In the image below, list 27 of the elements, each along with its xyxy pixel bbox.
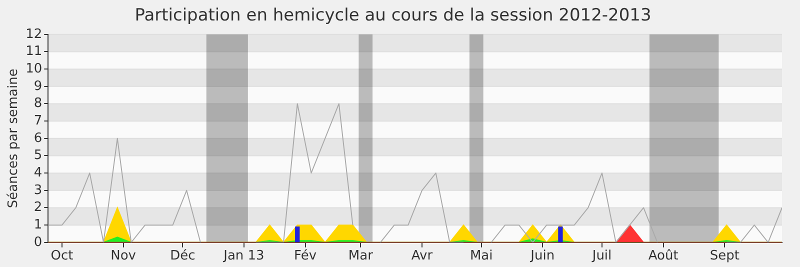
y-tick-label: 3 [34,182,42,198]
y-tick-label: 5 [34,148,42,164]
x-tick-label: Mar [348,248,374,264]
y-tick-label: 2 [34,200,42,216]
x-tick-label: Jan 13 [222,248,264,264]
y-tick-label: 1 [34,217,42,232]
y-tick-label: 6 [34,130,42,146]
x-tick-label: Août [648,248,678,264]
y-tick-label: 9 [34,78,42,94]
x-tick-label: Déc [170,248,196,264]
x-tick-label: Juil [591,248,612,264]
x-tick-label: Fév [294,248,317,264]
y-tick-label: 0 [34,234,42,250]
chart-title: Participation en hemicycle au cours de la session 2012-2013 [134,6,652,26]
y-tick-label: 4 [34,165,42,180]
x-tick-label: Juin [530,248,555,264]
y-tick-label: 7 [34,113,42,128]
y-tick-label: 8 [34,96,42,112]
y-tick-label: 11 [26,44,42,60]
x-tick-label: Avr [411,248,434,264]
x-tick-label: Oct [50,248,74,264]
x-tick-label: Nov [110,248,136,264]
x-tick-label: Mai [470,248,493,264]
x-tick-label: Sept [710,248,740,264]
y-tick-label: 10 [26,61,42,76]
y-axis-title: Séances par semaine [6,68,22,208]
y-tick-label: 12 [26,26,42,42]
